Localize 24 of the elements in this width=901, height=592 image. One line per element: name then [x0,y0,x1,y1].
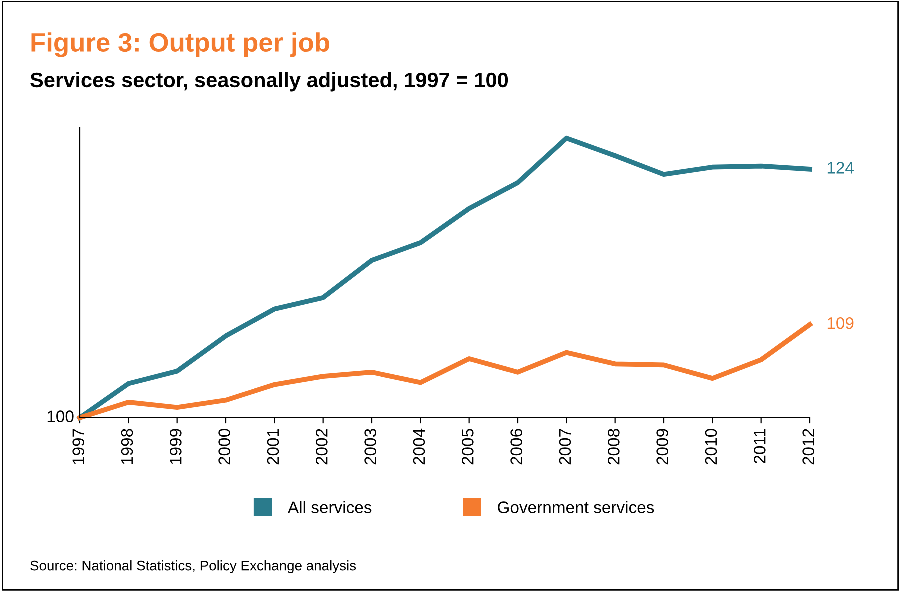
x-tick-label: 2005 [462,429,474,465]
x-tick-label: 2000 [218,429,230,465]
x-tick-label: 2011 [754,429,766,464]
x-tick-label: 1999 [170,429,182,464]
x-tick-label: 2006 [510,429,522,465]
source-note: Source: National Statistics, Policy Exchange analysis [30,560,356,574]
legend-label: Government services [498,501,654,514]
x-tick-label: 2008 [608,429,620,465]
x-tick-label: 2001 [267,429,280,465]
chart-subtitle: Services sector, seasonally adjusted, 1997 = 100 [30,72,508,92]
x-tick-label: 2010 [705,429,718,465]
x-tick-label: 2004 [413,428,426,465]
x-tick-label: 2012 [802,429,814,465]
annotation: 100 [48,410,74,422]
chart-title: Figure 3: Output per job [32,32,330,58]
data-label: 109 [828,317,854,330]
x-tick-label: 2002 [316,429,328,465]
x-tick-label: 2003 [364,429,376,465]
legend-label: All services [288,501,372,514]
x-tick-label: 2009 [656,429,668,465]
x-tick-label: 1997 [72,429,84,464]
x-tick-label: 1998 [121,429,134,464]
x-tick-label: 2007 [559,429,572,465]
data-label: 124 [828,162,854,174]
